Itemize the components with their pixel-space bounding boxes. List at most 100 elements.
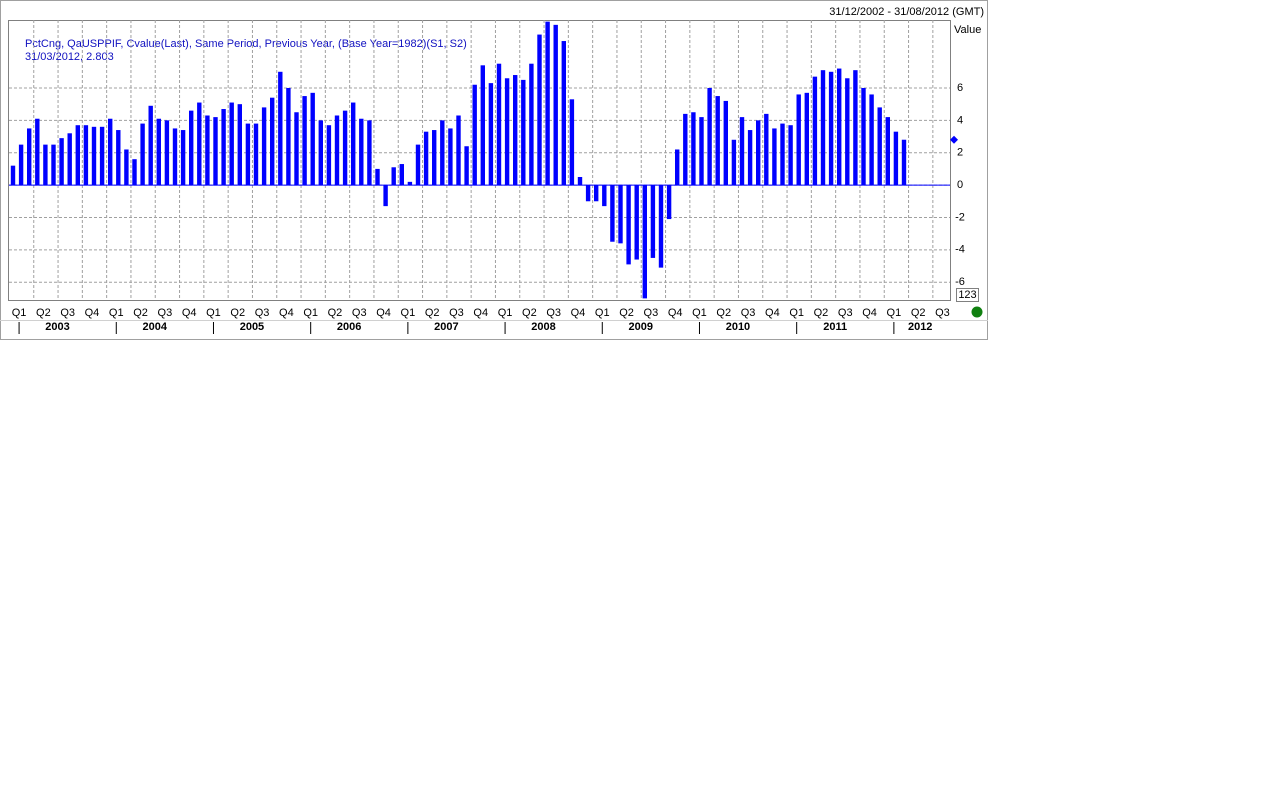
last-value-marker xyxy=(950,135,958,144)
x-tick-label: Q3 xyxy=(741,307,756,319)
bar xyxy=(602,185,607,207)
bar xyxy=(221,109,226,186)
year-label: 2005 xyxy=(240,321,264,333)
x-tick-label: Q4 xyxy=(182,307,197,319)
bar xyxy=(75,125,80,186)
bar xyxy=(731,139,737,186)
bar xyxy=(310,92,315,186)
x-tick-label: Q4 xyxy=(85,307,100,319)
bar xyxy=(504,78,510,186)
bar xyxy=(594,185,599,202)
bar xyxy=(788,125,793,186)
bar xyxy=(189,110,194,186)
x-tick-label: Q4 xyxy=(279,307,294,319)
year-label: 2009 xyxy=(629,321,653,333)
x-tick-label: Q3 xyxy=(838,307,853,319)
y-tick-label: -4 xyxy=(955,244,965,256)
x-tick-label: Q4 xyxy=(668,307,683,319)
x-tick-label: Q3 xyxy=(546,307,561,319)
bar xyxy=(828,71,834,186)
bar xyxy=(853,70,858,186)
x-tick-label: Q1 xyxy=(109,307,124,319)
x-tick-label: Q2 xyxy=(328,307,343,319)
bar xyxy=(197,102,202,186)
x-tick-label: Q4 xyxy=(862,307,877,319)
x-tick-label: Q3 xyxy=(60,307,75,319)
bar xyxy=(10,165,16,186)
bar xyxy=(610,185,615,242)
bar xyxy=(764,113,769,186)
scale-box xyxy=(956,288,979,302)
bar xyxy=(351,102,356,186)
bar xyxy=(391,167,396,186)
status-dot xyxy=(971,306,983,318)
scale-label: 123 xyxy=(958,289,976,301)
bar xyxy=(27,128,32,186)
bar xyxy=(124,149,129,186)
x-tick-label: Q1 xyxy=(206,307,221,319)
bar xyxy=(683,113,688,186)
x-tick-label: Q1 xyxy=(692,307,707,319)
bar xyxy=(399,164,404,186)
bar xyxy=(229,102,234,186)
x-tick-label: Q4 xyxy=(765,307,780,319)
bar xyxy=(180,130,186,186)
bar xyxy=(172,128,178,186)
x-tick-label: Q4 xyxy=(571,307,586,319)
bar xyxy=(415,144,421,186)
year-label: 2012 xyxy=(908,321,932,333)
x-tick-label: Q3 xyxy=(935,307,950,319)
bar xyxy=(804,92,809,186)
bar xyxy=(577,176,583,186)
bar xyxy=(780,123,785,186)
x-tick-label: Q2 xyxy=(716,307,731,319)
x-tick-label: Q3 xyxy=(644,307,659,319)
y-tick-label: 6 xyxy=(957,82,963,94)
bar xyxy=(666,185,672,220)
x-tick-label: Q1 xyxy=(498,307,513,319)
bar xyxy=(245,123,251,186)
x-tick-label: Q3 xyxy=(255,307,270,319)
y-tick-label: 4 xyxy=(957,114,963,126)
chart-subtitle: 31/03/2012, 2.803 xyxy=(25,51,114,63)
bar xyxy=(675,149,680,186)
bar xyxy=(901,139,907,186)
bar xyxy=(164,120,170,186)
year-label: 2006 xyxy=(337,321,361,333)
bar xyxy=(756,120,761,186)
bar xyxy=(375,168,380,186)
bar xyxy=(472,84,477,186)
bar xyxy=(699,117,704,186)
bar xyxy=(772,128,777,186)
bar xyxy=(464,146,469,186)
bar xyxy=(270,97,275,186)
x-tick-label: Q2 xyxy=(619,307,634,319)
chart-title: PctCng, QaUSPPIF, Cvalue(Last), Same Per… xyxy=(25,38,467,50)
x-tick-label: Q2 xyxy=(814,307,829,319)
chart: 31/12/2002 - 31/08/2012 (GMT) PctCng, Qa… xyxy=(0,0,988,340)
bar xyxy=(812,76,818,186)
bar xyxy=(626,185,631,265)
bar xyxy=(529,63,534,186)
bar xyxy=(213,117,218,186)
bar xyxy=(650,185,656,258)
bar xyxy=(837,68,842,186)
x-tick-label: Q1 xyxy=(12,307,27,319)
bar xyxy=(318,120,323,186)
bar xyxy=(156,118,161,186)
bar xyxy=(634,185,639,260)
x-tick-label: Q4 xyxy=(376,307,391,319)
bar xyxy=(715,96,720,186)
bar xyxy=(707,87,712,186)
x-tick-label: Q3 xyxy=(158,307,173,319)
x-tick-label: Q1 xyxy=(595,307,610,319)
bar xyxy=(723,100,728,186)
bar xyxy=(237,104,242,186)
bar xyxy=(747,130,753,186)
y-tick-label: -2 xyxy=(955,211,965,223)
bar xyxy=(496,63,502,186)
bar xyxy=(480,65,485,186)
bar xyxy=(869,94,874,186)
bar xyxy=(286,87,291,186)
